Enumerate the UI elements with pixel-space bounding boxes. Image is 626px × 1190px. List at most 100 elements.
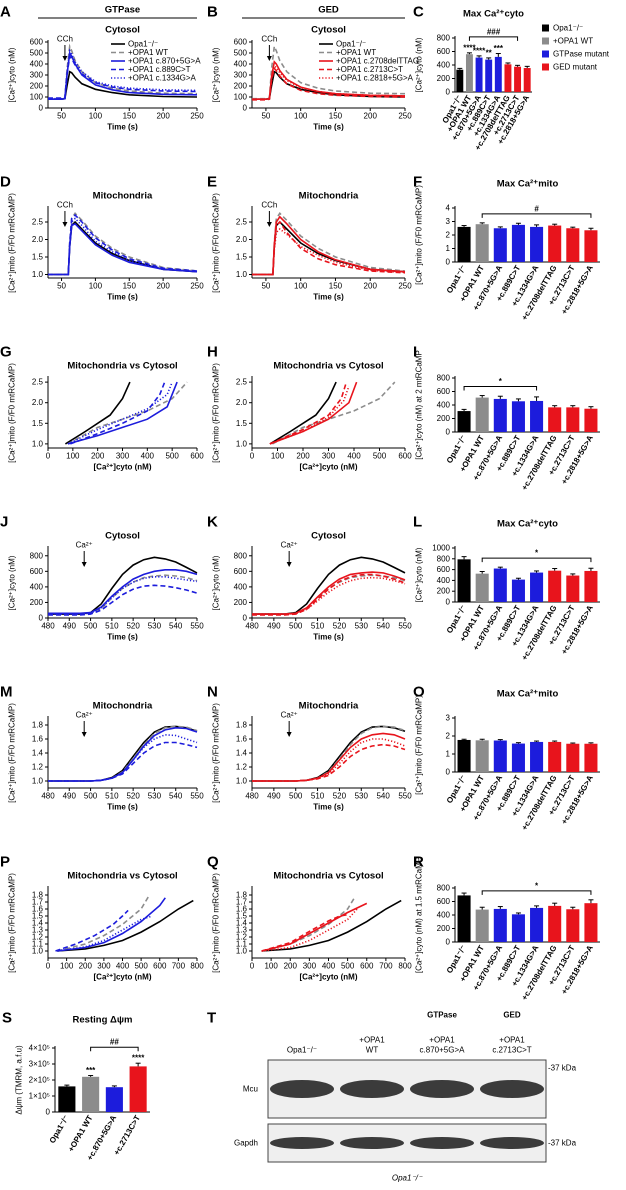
- y-axis-label: [Ca²⁺]cyto (nM): [212, 47, 221, 102]
- bar: [566, 909, 580, 942]
- series-line: [252, 574, 406, 615]
- bracket: [481, 557, 592, 563]
- legend-label: Opa1⁻/⁻: [128, 40, 158, 49]
- bracket: [481, 890, 592, 895]
- y-tick-label: 600: [234, 567, 248, 576]
- series-line: [48, 54, 198, 99]
- blot-band: [270, 1137, 334, 1149]
- chart-title: Max Ca²⁺mito: [497, 689, 559, 700]
- arrow-head: [81, 732, 87, 737]
- y-tick-label: 1.0: [236, 947, 248, 956]
- x-tick-label: 500: [165, 452, 179, 461]
- x-tick-label: 530: [148, 622, 162, 631]
- x-tick-label: 800: [190, 962, 204, 971]
- panel-letter: O: [413, 684, 425, 701]
- y-axis-label: [Ca²⁺]mito (F/F0 mtRCaMP): [212, 703, 221, 803]
- lane-label: +OPA1: [499, 1036, 525, 1045]
- chart-title: Mitochondria vs Cytosol: [273, 871, 383, 882]
- x-tick-label: 510: [105, 792, 119, 801]
- series-line: [55, 909, 129, 952]
- arrow-head: [81, 562, 87, 567]
- bar: [584, 743, 598, 772]
- y-tick-label: 800: [30, 551, 44, 560]
- panel-letter: K: [207, 514, 218, 531]
- bar: [493, 908, 507, 942]
- chart-title: Mitochondria vs Cytosol: [67, 361, 177, 372]
- panel-letter: F: [413, 174, 422, 191]
- x-tick-label: 510: [311, 622, 325, 631]
- x-tick-label: 700: [379, 962, 393, 971]
- legend-label: GTPase mutant: [553, 50, 610, 59]
- y-axis-label: [Ca²⁺]mito (F/F0 mtRCaMP): [415, 695, 424, 795]
- y-tick-label: 1.2: [236, 763, 248, 772]
- y-tick-label: 1.0: [236, 777, 248, 786]
- bar: [566, 407, 580, 432]
- x-tick-label: 600: [190, 452, 204, 461]
- series-line: [57, 899, 194, 952]
- x-tick-label: 200: [296, 452, 310, 461]
- row-label: Mcu: [243, 1085, 258, 1094]
- bar: [475, 224, 489, 262]
- bar: [493, 740, 507, 772]
- lane-label: +OPA1: [429, 1036, 455, 1045]
- y-tick-label: 0: [446, 938, 451, 947]
- y-tick-label: 200: [437, 414, 451, 423]
- annotation-text: Ca²⁺: [76, 541, 93, 550]
- y-tick-label: 400: [234, 582, 248, 591]
- panel-letter: P: [0, 854, 10, 871]
- x-axis-label: [Ca²⁺]cyto (nM): [94, 463, 152, 472]
- bar: [548, 407, 562, 432]
- y-tick-label: 800: [437, 884, 451, 893]
- x-tick-label: 200: [156, 112, 170, 121]
- y-tick-label: 0: [46, 1108, 51, 1117]
- legend-label: Opa1⁻/⁻: [336, 40, 366, 49]
- panel-letter: G: [0, 344, 12, 361]
- bar: [548, 570, 562, 602]
- series-line: [48, 48, 198, 100]
- group-label: GED: [503, 1011, 521, 1020]
- y-tick-label: 200: [437, 74, 451, 83]
- x-tick-label: 0: [250, 962, 255, 971]
- y-tick-label: 2.5: [32, 378, 44, 387]
- y-axis-label: [Ca²⁺]mito (F/F0 mtRCaMP): [8, 193, 17, 293]
- arrow-head: [62, 222, 68, 227]
- y-tick-label: 100: [30, 93, 44, 102]
- group-label: GTPase: [427, 1011, 457, 1020]
- annotation-text: CCh: [261, 35, 277, 44]
- y-tick-label: 800: [437, 554, 451, 563]
- bar: [530, 572, 544, 602]
- bar: [566, 743, 580, 772]
- x-tick-label: 250: [190, 282, 204, 291]
- x-tick-label: 300: [97, 962, 111, 971]
- bar: [566, 575, 580, 602]
- bar: [457, 739, 471, 772]
- series-line: [261, 899, 402, 952]
- bar: [530, 907, 544, 942]
- y-tick-label: 1.0: [32, 777, 44, 786]
- legend-label: +OPA1 c.1334G>A: [128, 74, 197, 83]
- series-line: [48, 217, 198, 276]
- y-tick-label: 1.0: [236, 439, 248, 448]
- panel-letter: J: [0, 514, 8, 531]
- annotation-text: CCh: [57, 35, 73, 44]
- x-tick-label: 150: [329, 112, 343, 121]
- x-tick-label: 150: [123, 282, 137, 291]
- bar: [457, 895, 471, 942]
- panel-letter: E: [207, 174, 217, 191]
- bar: [548, 741, 562, 772]
- x-axis-label: [Ca²⁺]cyto (nM): [300, 973, 358, 982]
- panel-letter: A: [0, 4, 11, 21]
- x-tick-label: 100: [60, 962, 74, 971]
- series-line: [48, 222, 198, 276]
- legend-label: +OPA1 c.2818+5G>A: [336, 74, 414, 83]
- arrow-head: [62, 56, 68, 61]
- y-tick-label: 600: [30, 38, 44, 47]
- x-axis-label: Time (s): [313, 633, 344, 642]
- y-tick-label: 3×10⁵: [29, 1060, 50, 1069]
- y-tick-label: 200: [234, 598, 248, 607]
- x-tick-label: 550: [190, 792, 204, 801]
- y-tick-label: 300: [30, 71, 44, 80]
- series-line: [269, 381, 358, 445]
- legend-label: +OPA1 WT: [336, 48, 376, 57]
- x-tick-label: 540: [376, 622, 390, 631]
